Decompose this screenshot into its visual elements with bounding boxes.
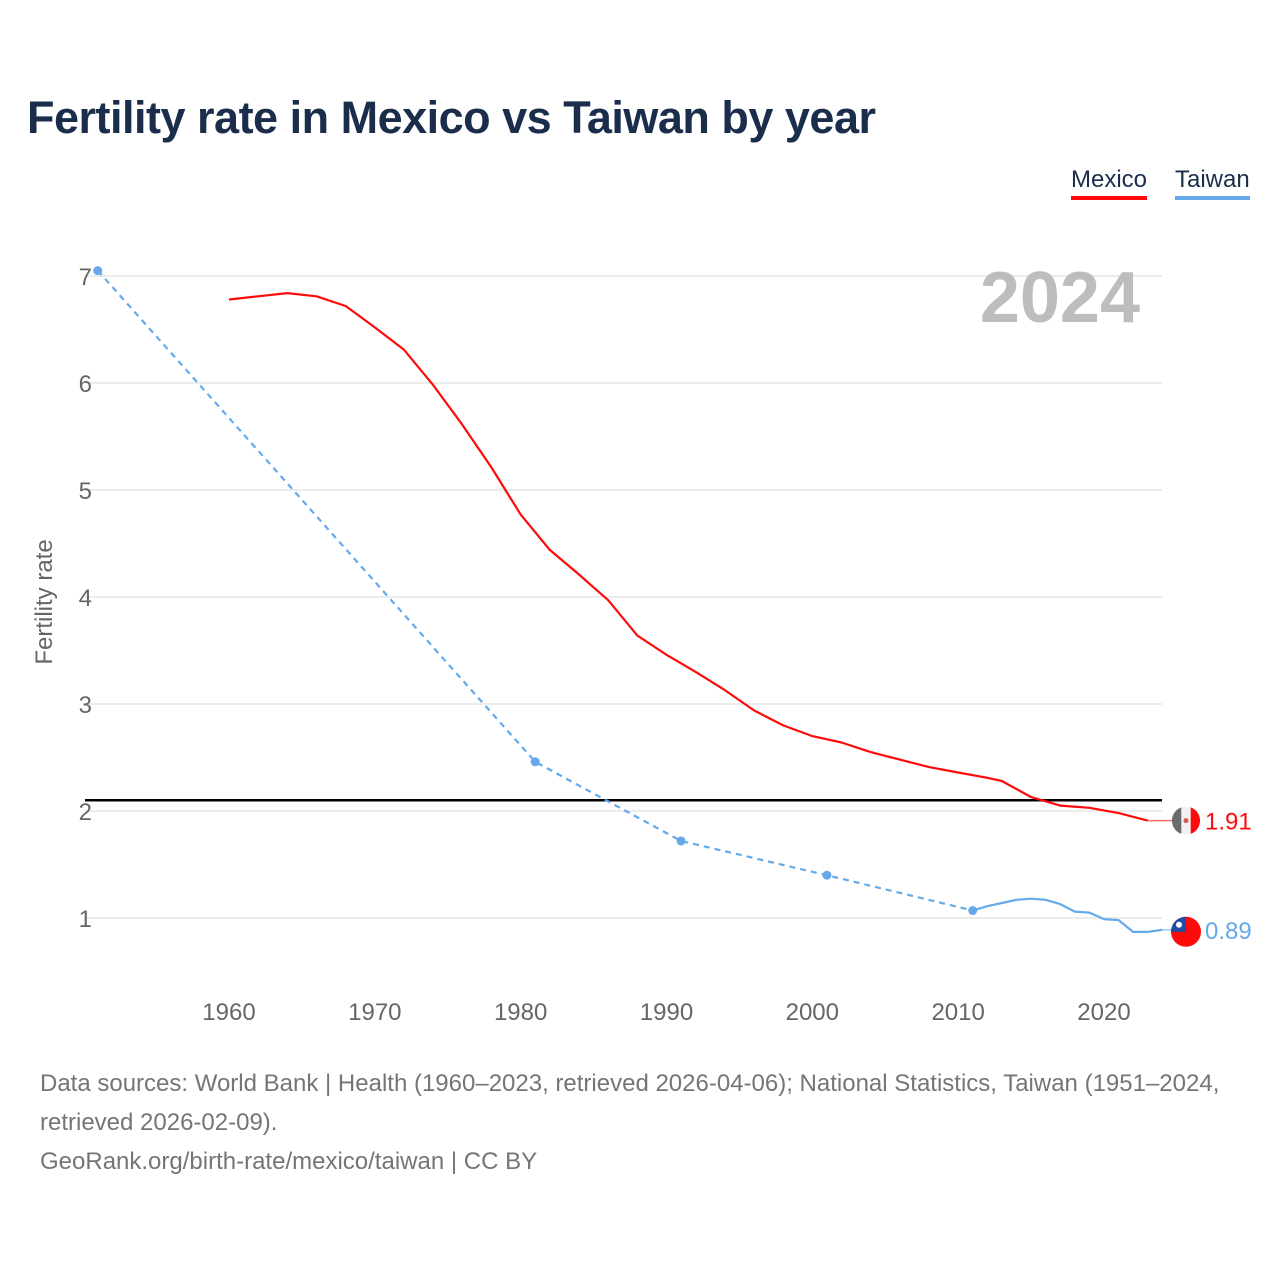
taiwan-line bbox=[972, 897, 1163, 934]
x-tick-label: 2020 bbox=[1077, 999, 1130, 1026]
taiwan-end-value: 0.89 bbox=[1205, 918, 1252, 945]
taiwan-data-point bbox=[93, 266, 103, 276]
y-tick-label: 6 bbox=[79, 371, 92, 398]
mexico-flag-red bbox=[1190, 807, 1201, 834]
x-tick-label: 1990 bbox=[640, 999, 693, 1026]
legend-mexico[interactable]: Mexico bbox=[1071, 166, 1148, 200]
data-sources: Data sources: World Bank | Health (1960–… bbox=[40, 1070, 1220, 1136]
mexico-end-value: 1.91 bbox=[1205, 809, 1252, 836]
legend-taiwan[interactable]: Taiwan bbox=[1175, 166, 1250, 200]
x-tick-label: 2010 bbox=[931, 999, 984, 1026]
y-axis-label: Fertility rate bbox=[31, 539, 58, 664]
y-tick-label: 4 bbox=[79, 585, 92, 612]
source-link[interactable]: GeoRank.org/birth-rate/mexico/taiwan | C… bbox=[40, 1148, 538, 1175]
year-label: 2024 bbox=[980, 258, 1140, 338]
mexico-flag-emblem bbox=[1183, 818, 1189, 824]
taiwan-data-point bbox=[530, 757, 540, 767]
taiwan-flag-sun bbox=[1176, 921, 1182, 928]
taiwan-dashed-line bbox=[96, 269, 973, 912]
x-tick-label: 1960 bbox=[202, 999, 255, 1026]
line-chart: 1 2 3 4 5 6 7 1960 1970 1980 1990 2000 2010 2020 Ferti… bbox=[31, 258, 1252, 1026]
chart-title: Fertility rate in Mexico vs Taiwan by ye… bbox=[27, 92, 876, 143]
x-tick-label: 1980 bbox=[494, 999, 547, 1026]
y-tick-label: 1 bbox=[79, 906, 92, 933]
x-tick-label: 1970 bbox=[348, 999, 401, 1026]
taiwan-data-point bbox=[676, 836, 686, 846]
y-tick-label: 7 bbox=[79, 264, 92, 291]
y-tick-label: 2 bbox=[79, 799, 92, 826]
mexico-flag-green bbox=[1171, 807, 1182, 834]
y-tick-label: 5 bbox=[79, 478, 92, 505]
mexico-line bbox=[228, 292, 1148, 822]
taiwan-data-point bbox=[822, 870, 832, 880]
y-tick-label: 3 bbox=[79, 692, 92, 719]
x-tick-label: 2000 bbox=[786, 999, 839, 1026]
